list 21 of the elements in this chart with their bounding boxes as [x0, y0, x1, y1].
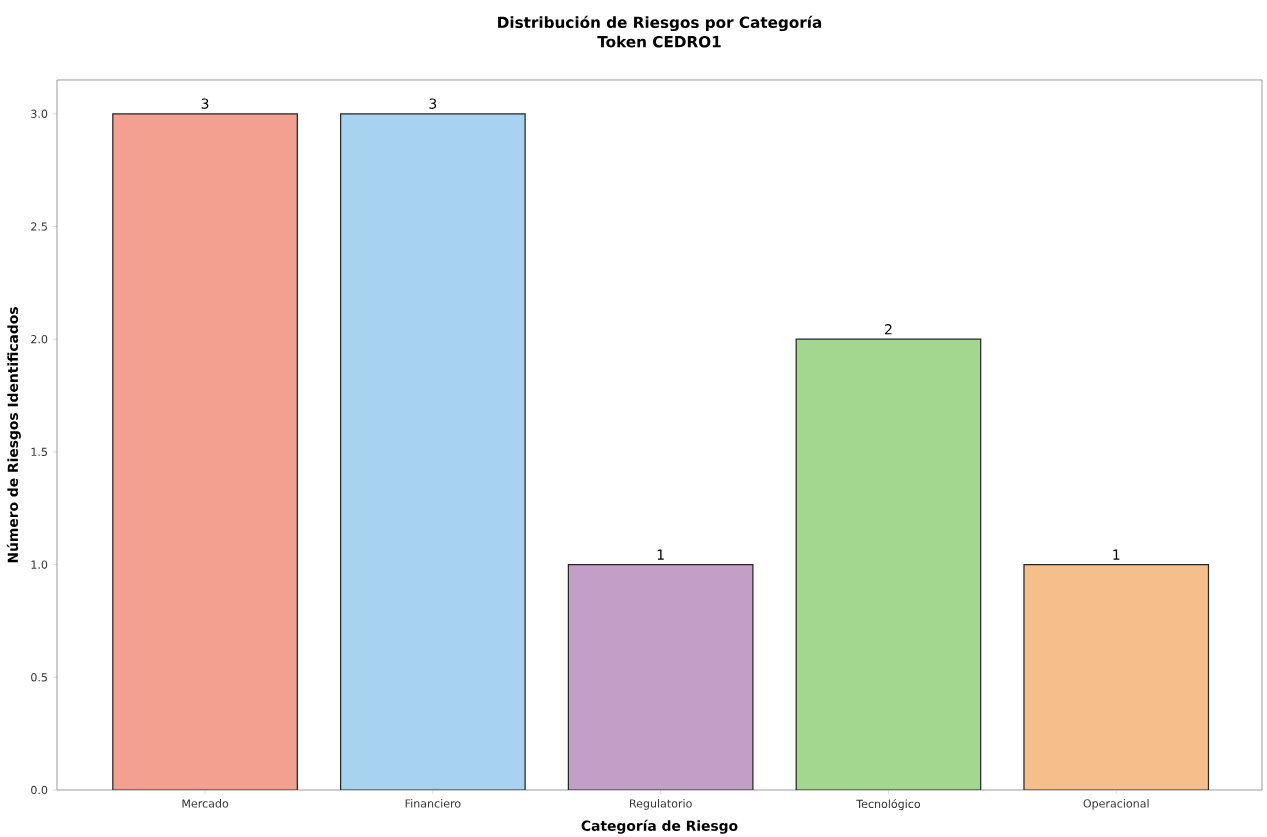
data-label: 3 [429, 98, 437, 109]
y-tick-label: 0.5 [31, 673, 47, 682]
y-tick-label: 1.0 [31, 560, 48, 569]
chart-title: Distribución de Riesgos por Categoría [498, 15, 822, 32]
x-tick-label: Financiero [405, 799, 461, 808]
y-tick-label: 1.5 [31, 447, 47, 457]
x-tick-label: Tecnológico [856, 799, 921, 811]
data-label: 3 [201, 98, 209, 109]
x-axis-title: Categoría de Riesgo [581, 819, 738, 834]
y-tick-label: 3.0 [31, 109, 48, 118]
y-tick-label: 0.0 [31, 785, 48, 795]
data-label: 1 [657, 549, 664, 560]
x-tick-label: Operacional [1083, 799, 1149, 810]
data-label: 2 [885, 324, 892, 335]
data-label: 1 [1113, 549, 1120, 560]
y-tick-label: 2.0 [31, 335, 48, 344]
chart-subtitle: Token CEDRO1 [597, 35, 721, 48]
y-axis-title: Número de Riesgos Identificados [6, 307, 21, 563]
y-tick-label: 2.5 [31, 222, 47, 231]
x-tick-label: Regulatorio [630, 799, 692, 810]
x-tick-label: Mercado [182, 799, 229, 808]
